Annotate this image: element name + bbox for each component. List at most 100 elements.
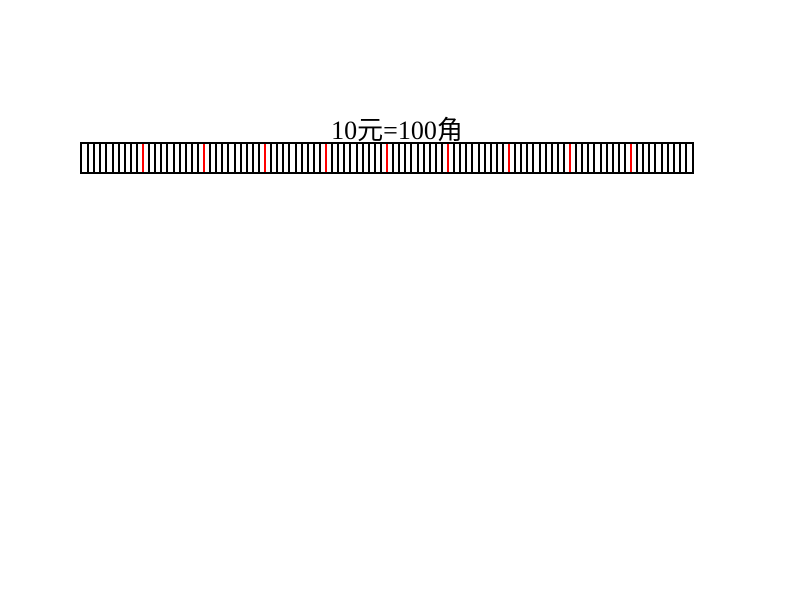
minor-tick — [484, 144, 486, 172]
minor-tick — [234, 144, 236, 172]
minor-tick — [337, 144, 339, 172]
major-tick — [630, 144, 632, 172]
minor-tick — [417, 144, 419, 172]
minor-tick — [173, 144, 175, 172]
minor-tick — [118, 144, 120, 172]
minor-tick — [404, 144, 406, 172]
minor-tick — [581, 144, 583, 172]
minor-tick — [179, 144, 181, 172]
minor-tick — [636, 144, 638, 172]
minor-tick — [349, 144, 351, 172]
minor-tick — [99, 144, 101, 172]
hundred-segment-ruler — [80, 142, 694, 174]
minor-tick — [154, 144, 156, 172]
minor-tick — [307, 144, 309, 172]
minor-tick — [624, 144, 626, 172]
minor-tick — [288, 144, 290, 172]
minor-tick — [87, 144, 89, 172]
minor-tick — [246, 144, 248, 172]
minor-tick — [606, 144, 608, 172]
minor-tick — [301, 144, 303, 172]
major-tick — [264, 144, 266, 172]
minor-tick — [313, 144, 315, 172]
minor-tick — [563, 144, 565, 172]
minor-tick — [642, 144, 644, 172]
minor-tick — [520, 144, 522, 172]
minor-tick — [502, 144, 504, 172]
minor-tick — [429, 144, 431, 172]
minor-tick — [618, 144, 620, 172]
minor-tick — [282, 144, 284, 172]
minor-tick — [392, 144, 394, 172]
minor-tick — [319, 144, 321, 172]
minor-tick — [221, 144, 223, 172]
minor-tick — [124, 144, 126, 172]
major-tick — [142, 144, 144, 172]
minor-tick — [593, 144, 595, 172]
minor-tick — [331, 144, 333, 172]
minor-tick — [471, 144, 473, 172]
minor-tick — [557, 144, 559, 172]
minor-tick — [130, 144, 132, 172]
minor-tick — [667, 144, 669, 172]
major-tick — [569, 144, 571, 172]
minor-tick — [539, 144, 541, 172]
minor-tick — [673, 144, 675, 172]
minor-tick — [600, 144, 602, 172]
minor-tick — [526, 144, 528, 172]
minor-tick — [465, 144, 467, 172]
minor-tick — [496, 144, 498, 172]
minor-tick — [441, 144, 443, 172]
minor-tick — [276, 144, 278, 172]
minor-tick — [227, 144, 229, 172]
minor-tick — [112, 144, 114, 172]
minor-tick — [661, 144, 663, 172]
minor-tick — [685, 144, 687, 172]
minor-tick — [148, 144, 150, 172]
major-tick — [203, 144, 205, 172]
minor-tick — [587, 144, 589, 172]
minor-tick — [368, 144, 370, 172]
minor-tick — [197, 144, 199, 172]
major-tick — [508, 144, 510, 172]
minor-tick — [398, 144, 400, 172]
minor-tick — [410, 144, 412, 172]
minor-tick — [478, 144, 480, 172]
major-tick — [447, 144, 449, 172]
minor-tick — [356, 144, 358, 172]
minor-tick — [136, 144, 138, 172]
minor-tick — [545, 144, 547, 172]
minor-tick — [435, 144, 437, 172]
minor-tick — [215, 144, 217, 172]
minor-tick — [295, 144, 297, 172]
minor-tick — [648, 144, 650, 172]
minor-tick — [490, 144, 492, 172]
minor-tick — [374, 144, 376, 172]
minor-tick — [191, 144, 193, 172]
minor-tick — [209, 144, 211, 172]
major-tick — [386, 144, 388, 172]
minor-tick — [514, 144, 516, 172]
minor-tick — [185, 144, 187, 172]
minor-tick — [160, 144, 162, 172]
minor-tick — [362, 144, 364, 172]
minor-tick — [380, 144, 382, 172]
minor-tick — [423, 144, 425, 172]
minor-tick — [166, 144, 168, 172]
minor-tick — [575, 144, 577, 172]
major-tick — [325, 144, 327, 172]
minor-tick — [258, 144, 260, 172]
minor-tick — [270, 144, 272, 172]
minor-tick — [343, 144, 345, 172]
minor-tick — [105, 144, 107, 172]
minor-tick — [551, 144, 553, 172]
minor-tick — [459, 144, 461, 172]
minor-tick — [240, 144, 242, 172]
minor-tick — [679, 144, 681, 172]
minor-tick — [654, 144, 656, 172]
minor-tick — [532, 144, 534, 172]
minor-tick — [612, 144, 614, 172]
minor-tick — [453, 144, 455, 172]
minor-tick — [93, 144, 95, 172]
minor-tick — [252, 144, 254, 172]
